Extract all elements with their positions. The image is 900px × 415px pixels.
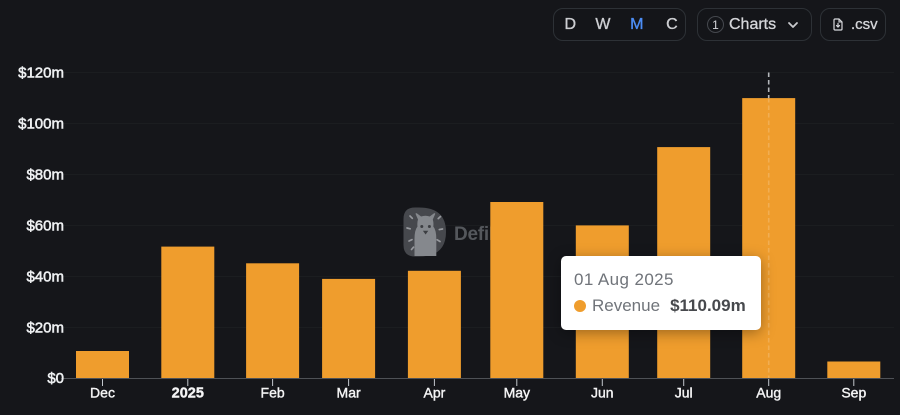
svg-text:May: May	[504, 385, 530, 401]
svg-text:Sep: Sep	[841, 385, 866, 401]
svg-text:Aug: Aug	[756, 385, 781, 401]
svg-text:Mar: Mar	[337, 385, 361, 401]
svg-text:$80m: $80m	[26, 167, 64, 184]
svg-text:Jun: Jun	[591, 385, 614, 401]
svg-text:$120m: $120m	[18, 65, 64, 82]
svg-text:$60m: $60m	[26, 218, 64, 235]
svg-text:$100m: $100m	[18, 116, 64, 133]
svg-text:$40m: $40m	[26, 269, 64, 286]
svg-text:Feb: Feb	[261, 385, 285, 401]
svg-text:2025: 2025	[172, 386, 204, 402]
svg-text:Dec: Dec	[90, 385, 115, 401]
svg-text:Apr: Apr	[424, 385, 446, 401]
svg-text:$20m: $20m	[26, 320, 64, 337]
svg-text:$0: $0	[47, 370, 64, 387]
svg-text:Jul: Jul	[675, 385, 693, 401]
